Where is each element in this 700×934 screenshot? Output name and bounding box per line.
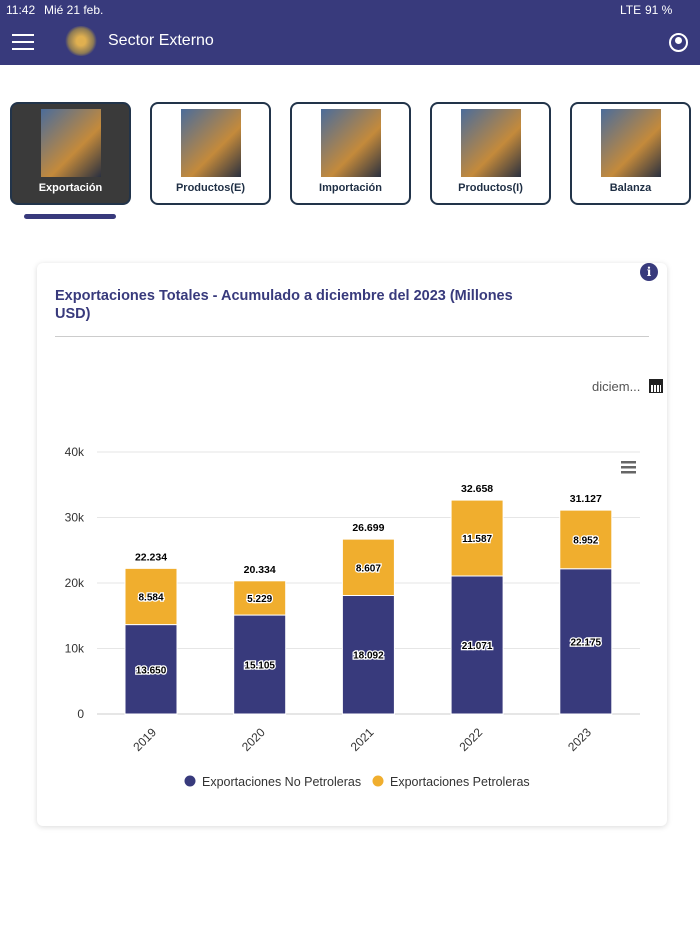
app-title: Sector Externo (108, 32, 214, 49)
total-label: 22.234 (135, 551, 167, 563)
tab-balanza[interactable]: Balanza (570, 102, 691, 205)
status-time: 11:42 (6, 3, 36, 17)
bar-segment (124, 567, 178, 626)
bar-segment (124, 624, 178, 715)
y-tick-label: 20k (65, 576, 85, 590)
tab-label: Balanza (609, 182, 652, 194)
bar-segment (233, 614, 287, 715)
tab-image (320, 109, 381, 177)
chart-menu-icon[interactable] (621, 466, 636, 469)
data-label: 13.650 (136, 665, 167, 676)
active-tab-indicator (24, 214, 116, 219)
total-label: 31.127 (570, 493, 602, 505)
data-label: 5.229 (247, 594, 272, 605)
data-label: 8.607 (356, 563, 381, 574)
app-header: 11:42 Mié 21 feb. LTE 91 % Sector Extern… (0, 0, 700, 65)
bar-segment (559, 568, 613, 715)
tab-importacion[interactable]: Importación (290, 102, 411, 205)
bar-segment (341, 594, 395, 715)
status-date: Mié 21 feb. (44, 3, 104, 17)
status-battery: 91 % (645, 3, 673, 17)
total-label: 20.334 (244, 564, 276, 576)
bar-segment (341, 538, 395, 596)
y-tick-label: 10k (65, 642, 85, 656)
status-network: LTE (620, 3, 642, 17)
tab-label: Productos(I) (458, 182, 523, 194)
x-tick-label: 2019 (130, 725, 159, 754)
y-tick-label: 30k (65, 511, 85, 525)
tab-productos-e[interactable]: Productos(E) (150, 102, 271, 205)
calendar-icon[interactable] (649, 379, 663, 393)
data-label: 18.092 (353, 651, 384, 662)
user-circle-icon[interactable] (669, 33, 688, 52)
y-tick-label: 0 (77, 707, 84, 721)
data-label: 8.584 (138, 592, 163, 603)
hamburger-icon[interactable] (12, 34, 34, 55)
bar-segment (450, 575, 504, 715)
info-icon[interactable]: i (640, 263, 658, 281)
chart-menu-icon[interactable] (621, 471, 636, 474)
bar-segment (559, 509, 613, 570)
tab-image (600, 109, 661, 177)
data-label: 22.175 (571, 637, 602, 648)
x-tick-label: 2020 (239, 725, 268, 754)
tab-image (40, 109, 101, 177)
data-label: 21.071 (462, 641, 493, 652)
legend-marker (372, 775, 384, 787)
tab-image (460, 109, 521, 177)
chart-title: Exportaciones Totales - Acumulado a dici… (55, 288, 513, 322)
x-tick-label: 2023 (565, 725, 594, 754)
legend-marker (184, 775, 196, 787)
data-label: 8.952 (573, 535, 598, 546)
tab-productos-i[interactable]: Productos(I) (430, 102, 551, 205)
divider (55, 336, 649, 337)
total-label: 26.699 (352, 522, 384, 534)
date-selector[interactable]: diciem... (592, 379, 641, 394)
y-tick-label: 40k (65, 445, 85, 459)
legend-item[interactable]: Exportaciones Petroleras (390, 775, 530, 789)
bar-segment (233, 580, 287, 616)
legend-item[interactable]: Exportaciones No Petroleras (202, 775, 361, 789)
tab-exportacion[interactable]: Exportación (10, 102, 131, 205)
x-tick-label: 2022 (456, 725, 485, 754)
bar-segment (450, 499, 504, 577)
x-tick-label: 2021 (348, 725, 377, 754)
total-label: 32.658 (461, 483, 493, 495)
data-label: 11.587 (462, 534, 492, 545)
logo (64, 26, 98, 56)
tab-label: Importación (319, 182, 382, 194)
data-label: 15.105 (244, 661, 275, 672)
tab-label: Exportación (38, 182, 103, 194)
tab-image (180, 109, 241, 177)
tab-label: Productos(E) (175, 182, 246, 194)
chart-menu-icon[interactable] (621, 461, 636, 464)
